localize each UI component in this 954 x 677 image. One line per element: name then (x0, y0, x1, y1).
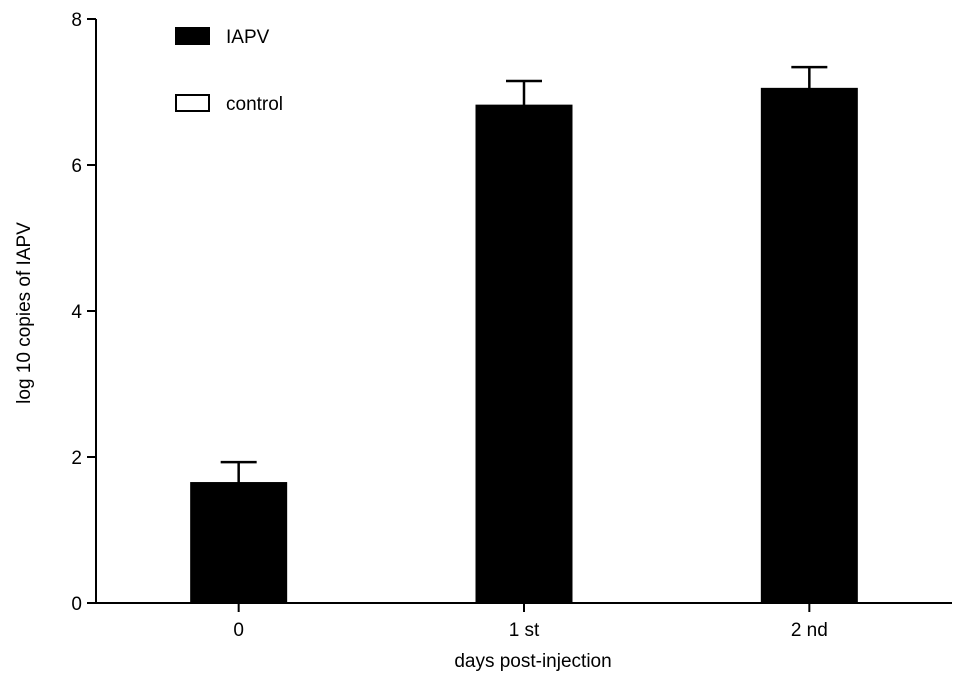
y-axis-label: log 10 copies of IAPV (14, 222, 35, 404)
bar-iapv (190, 482, 288, 604)
bars (190, 87, 858, 604)
error-bar (791, 65, 828, 89)
legend-item-iapv: IAPV (175, 27, 270, 48)
y-tick-label: 4 (71, 302, 82, 323)
y-tick-label: 8 (71, 10, 82, 31)
x-axis: 0 1 st 2 nd (96, 602, 952, 641)
bar-iapv (475, 104, 573, 604)
x-tick-label: 1 st (509, 620, 540, 641)
legend: IAPV control (175, 27, 283, 115)
legend-label-iapv: IAPV (226, 27, 270, 48)
error-bars (220, 65, 828, 483)
legend-label-control: control (226, 94, 283, 115)
error-bar (506, 79, 542, 106)
y-axis: 0 2 4 6 8 (71, 10, 97, 615)
legend-item-control: control (175, 94, 283, 115)
y-tick-label: 6 (71, 156, 82, 177)
x-axis-label: days post-injection (454, 651, 611, 672)
x-tick-label: 2 nd (791, 620, 828, 641)
error-bar (220, 460, 257, 483)
x-tick-label: 0 (233, 620, 244, 641)
legend-swatch-control (175, 94, 210, 112)
bar-iapv (760, 87, 858, 604)
legend-swatch-iapv (175, 27, 210, 45)
y-tick-label: 2 (71, 448, 82, 469)
y-tick-label: 0 (71, 594, 82, 615)
